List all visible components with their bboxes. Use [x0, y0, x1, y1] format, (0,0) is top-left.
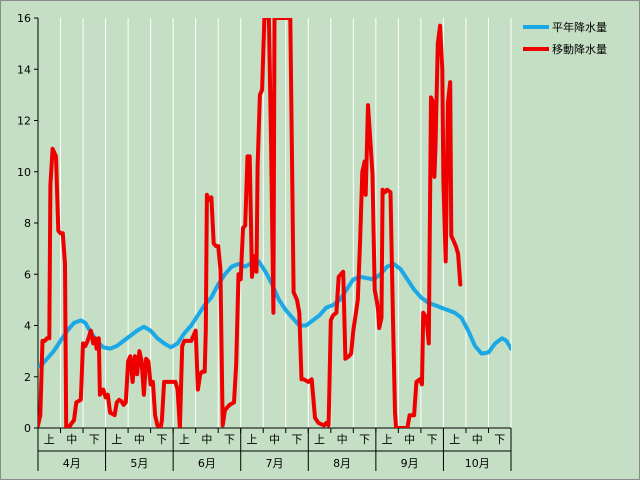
x-subcategory-label: 下: [494, 433, 505, 446]
x-subcategory-label: 中: [66, 433, 77, 446]
x-subcategory-label: 下: [89, 433, 100, 446]
x-month-label: 10月: [465, 457, 490, 470]
y-tick-label: 0: [24, 422, 31, 435]
series-layer: [38, 18, 511, 428]
x-subcategory-label: 上: [111, 433, 122, 446]
x-month-label: 7月: [266, 457, 284, 470]
x-subcategory-label: 中: [134, 433, 145, 446]
x-subcategory-label: 上: [314, 433, 325, 446]
y-tick-label: 16: [17, 12, 31, 25]
x-subcategory-label: 下: [427, 433, 438, 446]
x-subcategory-label: 下: [292, 433, 303, 446]
x-subcategory-label: 上: [382, 433, 393, 446]
x-month-label: 5月: [130, 457, 148, 470]
axis-layer: 0246810121416上中下4月上中下5月上中下6月上中下7月上中下8月上中…: [17, 12, 512, 471]
y-tick-label: 10: [17, 166, 31, 179]
x-subcategory-label: 上: [44, 433, 55, 446]
x-subcategory-label: 中: [472, 433, 483, 446]
legend-label: 平年降水量: [552, 20, 607, 34]
y-tick-label: 14: [17, 63, 31, 76]
x-subcategory-label: 上: [179, 433, 190, 446]
x-subcategory-label: 中: [337, 433, 348, 446]
x-subcategory-label: 下: [224, 433, 235, 446]
y-tick-label: 8: [24, 217, 31, 230]
y-tick-label: 2: [24, 371, 31, 384]
y-tick-label: 6: [24, 268, 31, 281]
x-subcategory-label: 上: [246, 433, 257, 446]
x-month-label: 6月: [198, 457, 216, 470]
moving-precipitation-line: [38, 18, 463, 428]
y-tick-label: 4: [24, 320, 31, 333]
x-subcategory-label: 下: [156, 433, 167, 446]
x-subcategory-label: 中: [269, 433, 280, 446]
x-month-label: 9月: [401, 457, 419, 470]
x-subcategory-label: 中: [404, 433, 415, 446]
x-subcategory-label: 上: [449, 433, 460, 446]
x-subcategory-label: 下: [359, 433, 370, 446]
x-subcategory-label: 中: [201, 433, 212, 446]
y-tick-label: 12: [17, 115, 31, 128]
x-month-label: 8月: [333, 457, 351, 470]
x-month-label: 4月: [63, 457, 81, 470]
legend-label: 移動降水量: [552, 42, 607, 56]
